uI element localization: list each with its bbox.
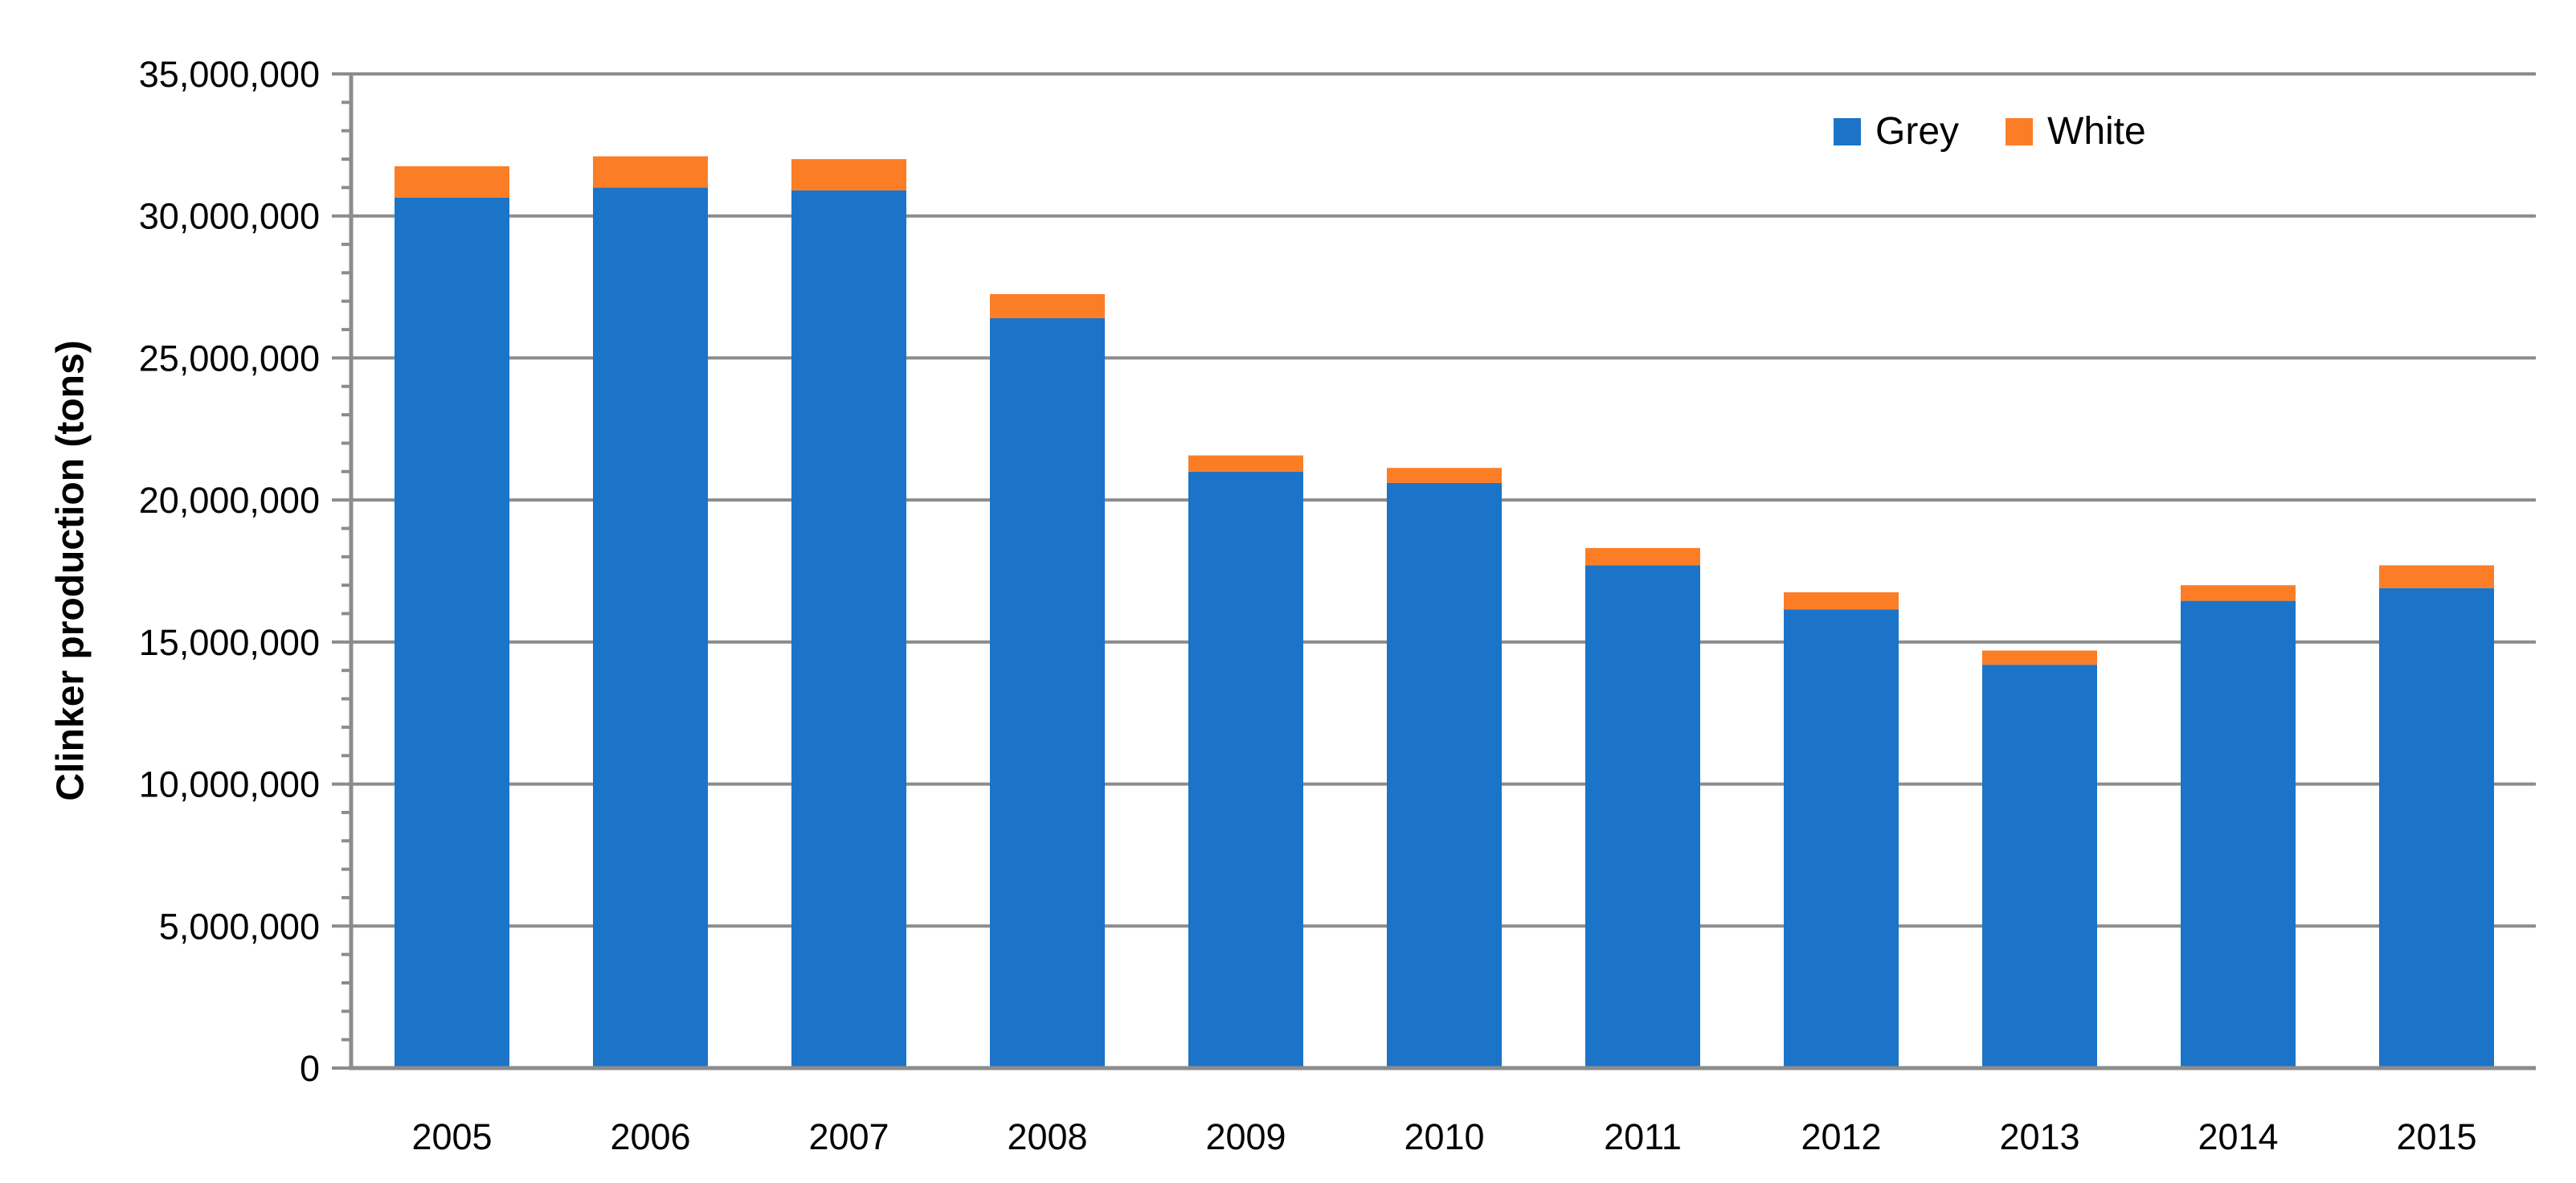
- legend: Grey White: [1834, 113, 2146, 151]
- bar-grey-2005: [395, 197, 509, 1068]
- x-tick-label-2015: 2015: [2396, 1116, 2476, 1157]
- y-tick-label-0: 0: [300, 1048, 320, 1089]
- bar-grey-2007: [791, 190, 906, 1068]
- y-tick-label-5000000: 5,000,000: [159, 906, 320, 947]
- y-tick-label-15000000: 15,000,000: [139, 622, 320, 663]
- x-tick-label-2006: 2006: [610, 1116, 690, 1157]
- legend-label-white: White: [2047, 110, 2146, 153]
- x-tick-label-2005: 2005: [411, 1116, 492, 1157]
- bar-white-2009: [1188, 455, 1303, 472]
- bar-grey-2006: [593, 187, 708, 1068]
- y-axis-title: Clinker production (tons): [49, 340, 92, 801]
- y-tick-label-25000000: 25,000,000: [139, 338, 320, 379]
- legend-swatch-grey: [1834, 118, 1861, 145]
- legend-swatch-white: [2006, 118, 2034, 145]
- bar-grey-2014: [2181, 600, 2296, 1068]
- x-tick-label-2008: 2008: [1007, 1116, 1087, 1157]
- bar-grey-2012: [1784, 609, 1899, 1068]
- bar-white-2006: [593, 156, 708, 188]
- legend-entry-white: White: [2006, 113, 2146, 151]
- legend-label-grey: Grey: [1875, 110, 1960, 153]
- y-tick-label-35000000: 35,000,000: [139, 54, 320, 95]
- bar-grey-2013: [1982, 665, 2097, 1068]
- x-tick-label-2009: 2009: [1205, 1116, 1286, 1157]
- bar-white-2008: [990, 293, 1105, 318]
- x-tick-label-2012: 2012: [1801, 1116, 1881, 1157]
- y-tick-label-30000000: 30,000,000: [139, 196, 320, 237]
- y-tick-label-20000000: 20,000,000: [139, 480, 320, 521]
- bar-white-2007: [791, 159, 906, 190]
- bar-white-2011: [1585, 547, 1700, 566]
- x-tick-label-2011: 2011: [1604, 1116, 1682, 1157]
- bar-white-2015: [2379, 565, 2494, 588]
- bar-white-2010: [1387, 468, 1502, 483]
- x-tick-label-2007: 2007: [808, 1116, 889, 1157]
- bar-grey-2008: [990, 317, 1105, 1068]
- x-tick-label-2013: 2013: [1999, 1116, 2079, 1157]
- x-tick-label-2014: 2014: [2198, 1116, 2278, 1157]
- y-tick-label-10000000: 10,000,000: [139, 764, 320, 805]
- bar-grey-2010: [1387, 482, 1502, 1068]
- x-tick-label-2010: 2010: [1404, 1116, 1484, 1157]
- bar-white-2005: [395, 166, 509, 198]
- legend-entry-grey: Grey: [1834, 113, 1959, 151]
- bar-white-2013: [1982, 650, 2097, 665]
- bar-grey-2009: [1188, 471, 1303, 1068]
- bar-white-2012: [1784, 592, 1899, 610]
- bar-grey-2015: [2379, 587, 2494, 1068]
- bar-grey-2011: [1585, 565, 1700, 1068]
- bar-white-2014: [2181, 585, 2296, 601]
